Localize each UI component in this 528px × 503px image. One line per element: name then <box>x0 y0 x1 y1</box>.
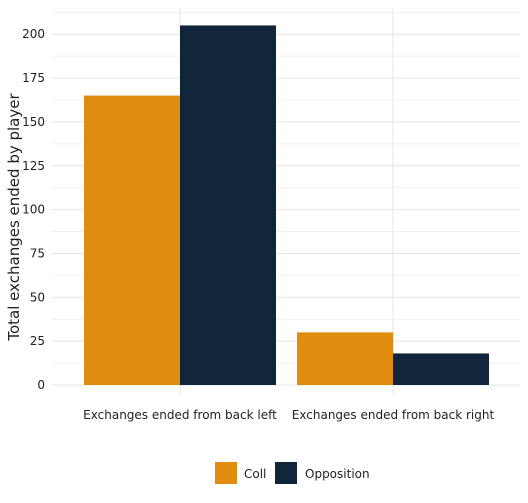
legend-label-opposition: Opposition <box>305 467 370 481</box>
y-tick-label: 100 <box>22 203 45 217</box>
bar-opposition-2 <box>393 353 489 385</box>
bars <box>84 25 489 386</box>
y-tick-label: 75 <box>30 246 45 260</box>
y-tick-label: 150 <box>22 115 45 129</box>
y-tick-label: 200 <box>22 27 45 41</box>
legend-swatch-opposition <box>275 462 297 484</box>
x-axis-ticks: Exchanges ended from back left Exchanges … <box>83 408 494 422</box>
bar-opposition-1 <box>180 25 276 386</box>
legend: Coll Opposition <box>215 462 370 484</box>
bar-coll-2 <box>297 332 393 385</box>
bar-coll-1 <box>84 95 180 385</box>
y-tick-label: 125 <box>22 159 45 173</box>
y-axis-title: Total exchanges ended by player <box>5 93 23 342</box>
legend-swatch-coll <box>215 462 237 484</box>
y-axis-ticks: 0 25 50 75 100 125 150 175 200 <box>22 27 45 392</box>
y-tick-label: 50 <box>30 290 45 304</box>
y-tick-label: 0 <box>37 378 45 392</box>
y-tick-label: 175 <box>22 71 45 85</box>
x-tick-label: Exchanges ended from back right <box>292 408 495 422</box>
legend-label-coll: Coll <box>244 467 266 481</box>
x-tick-label: Exchanges ended from back left <box>83 408 277 422</box>
y-tick-label: 25 <box>30 334 45 348</box>
